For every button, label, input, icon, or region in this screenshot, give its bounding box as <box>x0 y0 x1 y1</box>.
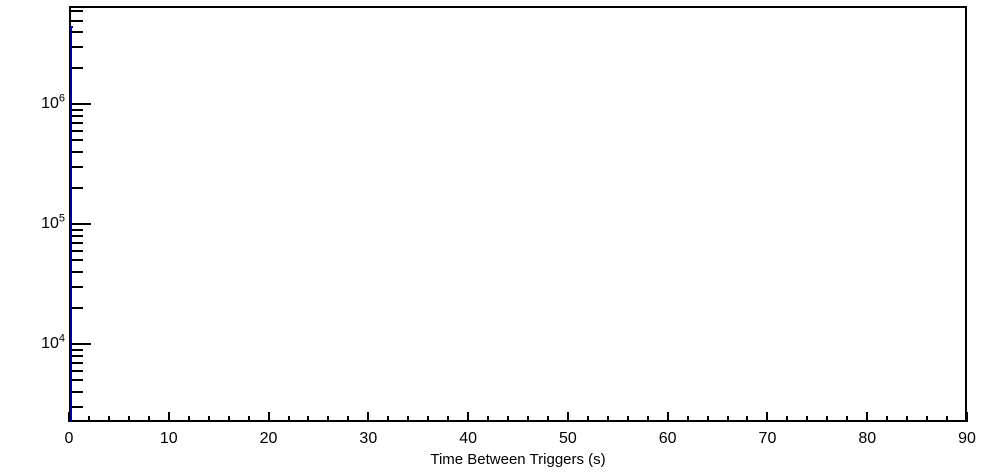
x-tick-minor <box>447 416 450 422</box>
x-tick-minor <box>926 416 929 422</box>
x-tick-label: 90 <box>958 430 976 447</box>
y-tick-label: 105 <box>41 212 65 233</box>
histogram-bin-top <box>70 25 73 28</box>
x-tick-label: 0 <box>64 430 74 447</box>
x-tick-major <box>167 412 170 422</box>
x-tick-minor <box>846 416 849 422</box>
y-tick-minor <box>69 348 83 351</box>
x-tick-minor <box>606 416 609 422</box>
y-tick-minor <box>69 139 83 142</box>
y-tick-minor <box>69 187 83 190</box>
x-tick-minor <box>906 416 909 422</box>
y-tick-minor <box>69 31 83 34</box>
x-tick-major <box>766 412 769 422</box>
y-tick-minor <box>69 259 83 262</box>
y-tick-minor <box>69 405 83 408</box>
x-tick-minor <box>886 416 889 422</box>
x-tick-minor <box>726 416 729 422</box>
y-tick-minor <box>69 165 83 168</box>
x-tick-minor <box>586 416 589 422</box>
x-tick-minor <box>746 416 749 422</box>
x-tick-major <box>666 412 669 422</box>
y-tick-minor <box>69 241 83 244</box>
x-tick-minor <box>806 416 809 422</box>
x-tick-minor <box>247 416 250 422</box>
x-tick-label: 50 <box>558 430 577 447</box>
x-tick-major <box>467 412 470 422</box>
x-tick-minor <box>387 416 390 422</box>
x-tick-minor <box>327 416 330 422</box>
x-tick-minor <box>187 416 190 422</box>
y-tick-label: 104 <box>41 332 65 353</box>
y-tick-minor <box>69 361 83 364</box>
x-tick-minor <box>287 416 290 422</box>
x-tick-major <box>68 412 70 422</box>
x-tick-minor <box>87 416 90 422</box>
y-tick-major <box>69 343 91 346</box>
x-tick-minor <box>507 416 510 422</box>
x-tick-minor <box>227 416 230 422</box>
y-tick-minor <box>69 390 83 393</box>
x-tick-label: 10 <box>159 430 178 447</box>
y-tick-minor <box>69 369 83 372</box>
x-tick-minor <box>407 416 410 422</box>
x-tick-minor <box>307 416 310 422</box>
histogram-spike <box>70 25 72 422</box>
x-tick-minor <box>786 416 789 422</box>
y-tick-minor <box>69 67 83 70</box>
y-tick-minor <box>69 228 83 231</box>
y-tick-minor <box>69 114 83 117</box>
y-tick-minor <box>69 234 83 237</box>
y-tick-minor <box>69 379 83 382</box>
x-tick-label: 60 <box>658 430 677 447</box>
x-axis-title: Time Between Triggers (s) <box>430 451 606 468</box>
y-tick-minor <box>69 10 83 13</box>
x-tick-minor <box>127 416 130 422</box>
x-tick-major <box>866 412 869 422</box>
x-tick-minor <box>487 416 490 422</box>
x-tick-major <box>267 412 270 422</box>
x-tick-minor <box>686 416 689 422</box>
x-tick-label: 80 <box>858 430 877 447</box>
y-tick-minor <box>69 249 83 252</box>
x-tick-minor <box>107 416 110 422</box>
x-tick-label: 30 <box>359 430 378 447</box>
y-tick-minor <box>69 19 83 22</box>
x-tick-major <box>966 412 968 422</box>
x-tick-label: 40 <box>459 430 478 447</box>
x-tick-minor <box>706 416 709 422</box>
x-tick-major <box>566 412 569 422</box>
x-tick-minor <box>546 416 549 422</box>
y-tick-major <box>69 223 91 226</box>
x-tick-minor <box>147 416 150 422</box>
y-tick-minor <box>69 285 83 288</box>
x-tick-minor <box>347 416 350 422</box>
y-tick-minor <box>69 151 83 153</box>
y-tick-minor <box>69 121 83 124</box>
x-tick-minor <box>646 416 649 422</box>
x-tick-minor <box>946 416 949 422</box>
x-tick-minor <box>526 416 529 422</box>
y-tick-minor <box>69 306 83 309</box>
y-tick-major <box>69 103 91 106</box>
x-tick-minor <box>427 416 430 422</box>
x-tick-label: 20 <box>259 430 278 447</box>
y-tick-minor <box>69 354 83 357</box>
x-tick-minor <box>207 416 210 422</box>
x-tick-minor <box>826 416 829 422</box>
x-tick-label: 70 <box>758 430 777 447</box>
y-tick-minor <box>69 270 83 273</box>
y-tick-minor <box>69 46 83 49</box>
y-tick-label: 106 <box>41 92 65 113</box>
x-tick-major <box>367 412 370 422</box>
y-tick-minor <box>69 108 83 111</box>
x-tick-minor <box>626 416 629 422</box>
y-tick-minor <box>69 129 83 132</box>
